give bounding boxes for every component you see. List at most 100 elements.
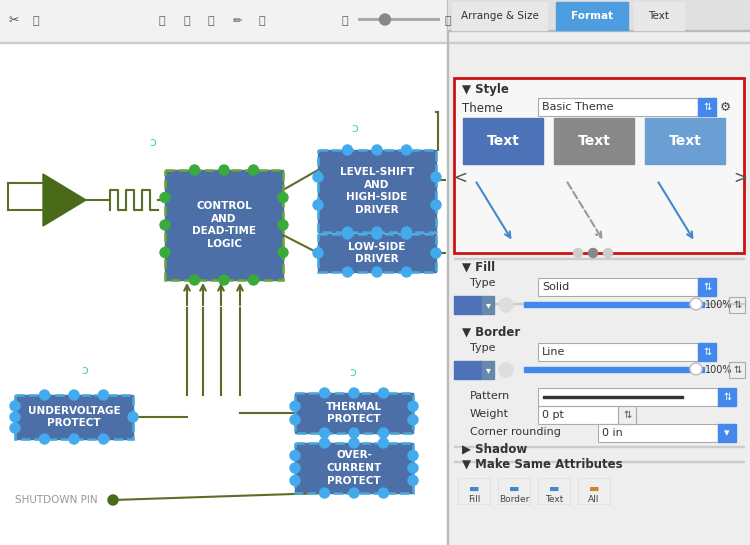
Text: LOW-SIDE
DRIVER: LOW-SIDE DRIVER bbox=[348, 241, 406, 264]
Circle shape bbox=[372, 267, 382, 277]
Circle shape bbox=[401, 145, 412, 155]
Circle shape bbox=[248, 165, 259, 175]
Bar bbox=[718, 424, 736, 442]
Circle shape bbox=[431, 200, 441, 210]
Circle shape bbox=[408, 415, 418, 425]
Circle shape bbox=[408, 401, 418, 411]
Circle shape bbox=[349, 438, 359, 448]
Text: ↄ: ↄ bbox=[350, 366, 356, 378]
Bar bbox=[452, 2, 547, 30]
Bar bbox=[448, 0, 750, 545]
Circle shape bbox=[10, 401, 20, 411]
Bar bbox=[318, 150, 436, 232]
Text: ▬: ▬ bbox=[589, 484, 599, 494]
Bar bbox=[538, 406, 618, 424]
Bar bbox=[729, 362, 745, 378]
Text: Type: Type bbox=[470, 278, 496, 288]
Text: ⇅: ⇅ bbox=[703, 102, 711, 112]
Circle shape bbox=[349, 488, 359, 498]
Circle shape bbox=[401, 267, 412, 277]
Text: Weight: Weight bbox=[470, 409, 509, 419]
Bar bbox=[698, 98, 716, 116]
Text: ▬: ▬ bbox=[469, 484, 479, 494]
Text: Pattern: Pattern bbox=[470, 391, 510, 401]
Text: ✏: ✏ bbox=[232, 16, 242, 26]
Text: ↄ: ↄ bbox=[149, 136, 157, 149]
Text: ▶ Shadow: ▶ Shadow bbox=[462, 443, 527, 456]
Circle shape bbox=[604, 249, 613, 257]
Bar bbox=[538, 406, 618, 424]
Bar bbox=[0, 0, 447, 545]
Text: Format: Format bbox=[571, 11, 613, 21]
Circle shape bbox=[690, 298, 702, 310]
Text: UNDERVOLTAGE
PROTECT: UNDERVOLTAGE PROTECT bbox=[28, 405, 120, 428]
Text: 🔍: 🔍 bbox=[159, 16, 165, 26]
Bar bbox=[165, 170, 283, 280]
Circle shape bbox=[190, 275, 200, 285]
Bar bbox=[698, 343, 716, 361]
Text: ▼ Fill: ▼ Fill bbox=[462, 261, 495, 274]
Bar bbox=[598, 424, 718, 442]
Circle shape bbox=[408, 475, 418, 486]
Text: Text: Text bbox=[578, 134, 610, 148]
Circle shape bbox=[320, 388, 329, 398]
Circle shape bbox=[349, 388, 359, 398]
Text: ▬: ▬ bbox=[549, 484, 560, 494]
Text: SHUTDOWN PIN: SHUTDOWN PIN bbox=[15, 495, 98, 505]
Bar bbox=[538, 388, 718, 406]
Text: ⇅: ⇅ bbox=[623, 410, 631, 420]
Text: ▾: ▾ bbox=[724, 428, 730, 438]
Bar bbox=[538, 478, 570, 504]
Bar bbox=[645, 118, 725, 164]
Text: 🖌: 🖌 bbox=[259, 16, 266, 26]
Bar bbox=[318, 234, 436, 272]
Bar bbox=[295, 393, 413, 433]
Text: ⇅: ⇅ bbox=[723, 392, 731, 402]
Bar bbox=[295, 393, 413, 433]
Circle shape bbox=[40, 434, 50, 444]
Text: THERMAL
PROTECT: THERMAL PROTECT bbox=[326, 402, 382, 425]
Bar bbox=[538, 388, 718, 406]
Text: 🔍: 🔍 bbox=[445, 16, 452, 26]
Circle shape bbox=[160, 220, 170, 230]
Circle shape bbox=[290, 475, 300, 486]
Text: ⇅: ⇅ bbox=[733, 365, 741, 375]
Bar bbox=[538, 278, 698, 296]
Circle shape bbox=[290, 415, 300, 425]
Text: Fill: Fill bbox=[468, 495, 480, 505]
Circle shape bbox=[278, 192, 288, 203]
Text: Basic Theme: Basic Theme bbox=[542, 102, 614, 112]
Bar bbox=[463, 118, 543, 164]
Text: ▼ Style: ▼ Style bbox=[462, 83, 509, 96]
Text: 100%: 100% bbox=[705, 300, 733, 310]
Text: LEVEL-SHIFT
AND
HIGH-SIDE
DRIVER: LEVEL-SHIFT AND HIGH-SIDE DRIVER bbox=[340, 167, 414, 215]
Text: CONTROL
AND
DEAD-TIME
LOGIC: CONTROL AND DEAD-TIME LOGIC bbox=[192, 201, 256, 249]
Bar bbox=[0, 0, 750, 42]
Bar bbox=[454, 461, 744, 462]
Text: ⬜: ⬜ bbox=[33, 16, 39, 26]
Text: ⚙: ⚙ bbox=[719, 100, 730, 113]
Circle shape bbox=[372, 229, 382, 239]
Bar bbox=[448, 0, 750, 30]
Bar bbox=[454, 296, 482, 314]
Circle shape bbox=[219, 165, 229, 175]
Bar bbox=[554, 118, 634, 164]
Circle shape bbox=[313, 248, 323, 258]
Bar bbox=[454, 446, 744, 447]
Bar bbox=[524, 302, 704, 307]
Bar bbox=[598, 424, 718, 442]
Text: 0 in: 0 in bbox=[602, 428, 622, 438]
Text: ▬: ▬ bbox=[509, 484, 519, 494]
Bar bbox=[543, 396, 683, 398]
Text: ▼ Make Same Attributes: ▼ Make Same Attributes bbox=[462, 457, 622, 470]
Circle shape bbox=[190, 165, 200, 175]
Circle shape bbox=[320, 438, 329, 448]
Circle shape bbox=[320, 428, 329, 438]
Bar bbox=[454, 303, 744, 304]
Circle shape bbox=[343, 227, 352, 237]
Bar bbox=[318, 150, 436, 232]
Circle shape bbox=[108, 495, 118, 505]
Bar bbox=[634, 2, 684, 30]
Circle shape bbox=[343, 267, 352, 277]
Text: Text: Text bbox=[544, 495, 563, 505]
